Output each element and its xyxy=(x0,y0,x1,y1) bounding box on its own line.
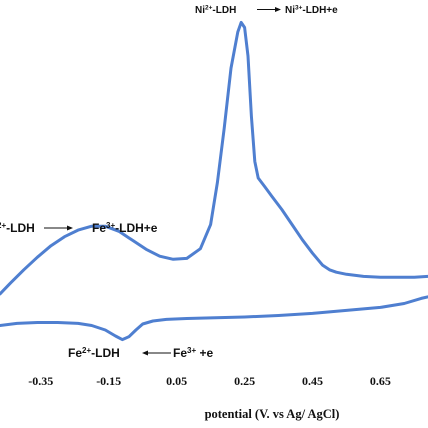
arrow-ni-oxidation xyxy=(257,7,281,12)
arrow-fe-reduction xyxy=(142,350,171,356)
x-axis-ticks: -0.35-0.150.050.250.450.650.8 xyxy=(28,374,391,388)
annotation-fe2-ldh: 2+-LDH xyxy=(0,221,35,235)
arrow-fe-oxidation xyxy=(44,225,73,231)
x-tick-label: 0.25 xyxy=(234,374,255,388)
x-tick-label: 0.05 xyxy=(166,374,187,388)
x-tick-label: 0.45 xyxy=(302,374,323,388)
cv-curve-cathodic xyxy=(0,295,428,342)
x-tick-label: 0.65 xyxy=(370,374,391,388)
curve-layer xyxy=(0,20,428,342)
annotation-fe3-ldh-e: Fe3+-LDH+e xyxy=(92,221,158,235)
x-tick-label: -0.35 xyxy=(28,374,53,388)
annotation-ni3-ldh-e: Ni3+-LDH+e xyxy=(285,5,338,17)
x-tick-label: -0.15 xyxy=(96,374,121,388)
cv-curve-anodic xyxy=(0,20,428,296)
annotation-fe2-ldh-bottom: Fe2+-LDH xyxy=(68,346,120,360)
annotation-fe3-e-bottom: Fe3+ +e xyxy=(173,346,213,360)
x-axis-label: potential (V. vs Ag/ AgCl) xyxy=(205,407,340,421)
annotation-ni2-ldh: Ni2+-LDH xyxy=(195,5,236,17)
